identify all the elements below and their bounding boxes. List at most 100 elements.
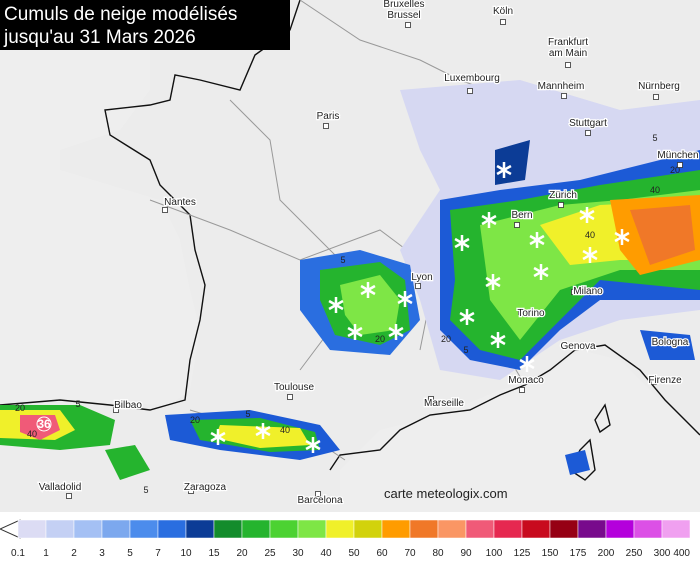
- legend-swatch: [353, 519, 383, 539]
- legend-swatch: [437, 519, 467, 539]
- snowflake-arm: [579, 209, 595, 221]
- legend-label: 3: [99, 548, 105, 559]
- snowflake-arm: [496, 164, 512, 176]
- snowflake: [490, 332, 506, 348]
- city-label: Stuttgart: [569, 118, 607, 129]
- city-label: Brussel: [387, 10, 420, 21]
- contour-label: 5: [75, 399, 80, 409]
- city-marker: [188, 488, 194, 494]
- snowflake-arm: [454, 237, 470, 249]
- title-box: [0, 0, 290, 50]
- legend-label: 20: [236, 548, 248, 559]
- contour-label: 5: [245, 409, 250, 419]
- legend-swatch: [213, 519, 243, 539]
- city-label: Barcelona: [297, 495, 342, 506]
- city-label: Bologna: [652, 337, 689, 348]
- legend-label: 150: [542, 548, 559, 559]
- city-marker: [287, 394, 293, 400]
- snowflake: [397, 291, 413, 307]
- legend-label: 7: [155, 548, 161, 559]
- peak-marker: [36, 416, 52, 432]
- city-marker: [651, 379, 657, 385]
- snowflake: [388, 324, 404, 340]
- contour-label: 20: [441, 334, 451, 344]
- city-marker: [323, 123, 329, 129]
- legend-label: 1: [43, 548, 49, 559]
- legend-swatch: [493, 519, 523, 539]
- snowflake-arm: [485, 276, 501, 288]
- legend-swatch: [73, 519, 103, 539]
- title: Cumuls de neige modélisés: [4, 4, 237, 25]
- snowflake-arm: [347, 326, 363, 338]
- legend-label: 50: [348, 548, 360, 559]
- city-label: Frankfurt: [548, 37, 588, 48]
- city-label: Köln: [493, 6, 513, 17]
- city-label: Monaco: [508, 375, 544, 386]
- snowflake: [255, 423, 271, 439]
- contour-label: 40: [585, 230, 595, 240]
- legend-label: 200: [598, 548, 615, 559]
- city-marker: [500, 19, 506, 25]
- snowflake-arm: [388, 326, 404, 338]
- snowflake: [360, 282, 376, 298]
- snowflake: [582, 247, 598, 263]
- snowflake-arm: [360, 284, 376, 296]
- legend-label: 80: [432, 548, 444, 559]
- city-marker: [428, 396, 434, 402]
- legend-label: 30: [292, 548, 304, 559]
- legend-label: 175: [570, 548, 587, 559]
- city-marker: [565, 62, 571, 68]
- city-label: Torino: [517, 308, 545, 319]
- city-marker: [162, 207, 168, 213]
- city-marker: [571, 289, 577, 295]
- legend-swatch: [661, 519, 691, 539]
- snowflake-arm: [582, 249, 598, 261]
- city-label: Toulouse: [274, 382, 314, 393]
- city-label: Firenze: [648, 375, 682, 386]
- snowflake-arm: [533, 266, 549, 278]
- snowflake: [579, 207, 595, 223]
- snowflake: [485, 274, 501, 290]
- legend-swatch: [241, 519, 271, 539]
- contour-label: 20: [15, 403, 25, 413]
- city-marker: [653, 340, 659, 346]
- snowflake-arm: [305, 439, 321, 451]
- snowflake: [481, 212, 497, 228]
- city-label: Zaragoza: [184, 482, 227, 493]
- city-label: Bern: [511, 210, 532, 221]
- snowflake: [496, 162, 512, 178]
- city-label: Valladolid: [39, 482, 82, 493]
- snowflake-arm: [614, 231, 630, 243]
- city-label: Mannheim: [538, 81, 585, 92]
- city-marker: [518, 309, 524, 315]
- legend-label: 60: [376, 548, 388, 559]
- snowflake-arm: [490, 334, 506, 346]
- snowflake: [454, 235, 470, 251]
- snowflake: [305, 437, 321, 453]
- city-label: München: [657, 150, 698, 161]
- snowflake-arm: [255, 425, 271, 437]
- legend-label: 5: [127, 548, 133, 559]
- atlantic: [0, 0, 200, 405]
- city-marker: [415, 283, 421, 289]
- city-marker: [563, 343, 569, 349]
- contour-label: 40: [650, 185, 660, 195]
- contour-label: 5: [340, 255, 345, 265]
- contour-label: 5: [652, 133, 657, 143]
- legend-label: 15: [208, 548, 220, 559]
- legend-swatch: [297, 519, 327, 539]
- title: jusqu'au 31 Mars 2026: [3, 27, 196, 48]
- snowflake: [519, 356, 535, 372]
- city-marker: [66, 493, 72, 499]
- legend-label: 400: [673, 548, 690, 559]
- snowflake: [529, 232, 545, 248]
- snowflake-arm: [328, 299, 344, 311]
- legend-swatch: [381, 519, 411, 539]
- legend-label: 90: [460, 548, 472, 559]
- legend-swatch: [549, 519, 579, 539]
- snowflake-arm: [210, 431, 226, 443]
- mediterranean: [340, 350, 700, 520]
- contour-label: 40: [27, 429, 37, 439]
- city-marker: [315, 491, 321, 497]
